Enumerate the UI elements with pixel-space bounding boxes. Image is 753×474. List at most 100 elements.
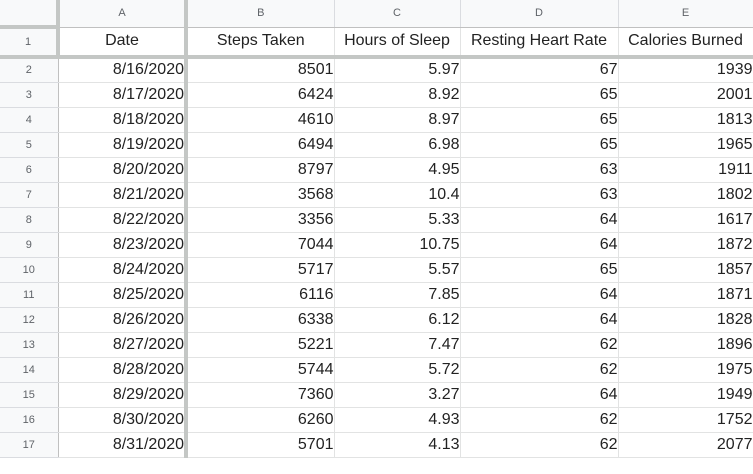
row-header[interactable]: 12 (0, 307, 59, 333)
cell-sleep[interactable]: 4.13 (334, 432, 461, 458)
cell-heart-rate[interactable]: 62 (460, 432, 619, 458)
cell-calories[interactable]: 1965 (618, 132, 753, 158)
cell-calories[interactable]: 1872 (618, 232, 753, 258)
cell-calories[interactable]: 1752 (618, 407, 753, 433)
cell-date-header[interactable]: Date (58, 27, 188, 59)
row-header[interactable]: 6 (0, 157, 59, 183)
cell-sleep[interactable]: 6.12 (334, 307, 461, 333)
cell-heart-rate[interactable]: 67 (460, 57, 619, 83)
cell-calories[interactable]: 1911 (618, 157, 753, 183)
column-header-e[interactable]: E (618, 0, 753, 28)
row-header[interactable]: 4 (0, 107, 59, 133)
cell-heart-rate[interactable]: 63 (460, 157, 619, 183)
cell-steps[interactable]: 6116 (186, 282, 335, 308)
column-header-c[interactable]: C (334, 0, 461, 28)
cell-date[interactable]: 8/21/2020 (58, 182, 188, 208)
cell-steps[interactable]: 7044 (186, 232, 335, 258)
cell-date[interactable]: 8/19/2020 (58, 132, 188, 158)
cell-calories[interactable]: 1949 (618, 382, 753, 408)
row-header[interactable]: 15 (0, 382, 59, 408)
cell-heart-rate[interactable]: 62 (460, 407, 619, 433)
cell-heart-rate[interactable]: 64 (460, 282, 619, 308)
row-header[interactable]: 8 (0, 207, 59, 233)
cell-heart-rate[interactable]: 62 (460, 332, 619, 358)
column-header-b[interactable]: B (186, 0, 335, 28)
row-header[interactable]: 5 (0, 132, 59, 158)
cell-date[interactable]: 8/30/2020 (58, 407, 188, 433)
cell-heart-rate[interactable]: 65 (460, 132, 619, 158)
cell-sleep[interactable]: 5.72 (334, 357, 461, 383)
cell-steps[interactable]: 5221 (186, 332, 335, 358)
cell-date[interactable]: 8/31/2020 (58, 432, 188, 458)
cell-sleep[interactable]: 5.97 (334, 57, 461, 83)
cell-date[interactable]: 8/25/2020 (58, 282, 188, 308)
cell-date[interactable]: 8/29/2020 (58, 382, 188, 408)
cell-sleep[interactable]: 4.93 (334, 407, 461, 433)
cell-heart-rate[interactable]: 64 (460, 382, 619, 408)
cell-calories-header[interactable]: Calories Burned (618, 27, 753, 59)
row-header[interactable]: 3 (0, 82, 59, 108)
cell-calories[interactable]: 2077 (618, 432, 753, 458)
cell-steps[interactable]: 8501 (186, 57, 335, 83)
cell-calories[interactable]: 1617 (618, 207, 753, 233)
cell-date[interactable]: 8/16/2020 (58, 57, 188, 83)
cell-heart-rate[interactable]: 65 (460, 107, 619, 133)
cell-heart-rate[interactable]: 64 (460, 307, 619, 333)
select-all-corner[interactable] (0, 0, 60, 29)
cell-date[interactable]: 8/27/2020 (58, 332, 188, 358)
cell-steps[interactable]: 4610 (186, 107, 335, 133)
cell-sleep[interactable]: 4.95 (334, 157, 461, 183)
cell-steps[interactable]: 7360 (186, 382, 335, 408)
cell-date[interactable]: 8/20/2020 (58, 157, 188, 183)
cell-sleep[interactable]: 10.75 (334, 232, 461, 258)
cell-calories[interactable]: 1813 (618, 107, 753, 133)
cell-heart-rate[interactable]: 62 (460, 357, 619, 383)
row-header[interactable]: 14 (0, 357, 59, 383)
cell-steps[interactable]: 6338 (186, 307, 335, 333)
cell-date[interactable]: 8/22/2020 (58, 207, 188, 233)
row-header[interactable]: 16 (0, 407, 59, 433)
cell-sleep[interactable]: 10.4 (334, 182, 461, 208)
row-header[interactable]: 17 (0, 432, 59, 458)
cell-date[interactable]: 8/24/2020 (58, 257, 188, 283)
cell-heart-rate[interactable]: 64 (460, 207, 619, 233)
cell-date[interactable]: 8/23/2020 (58, 232, 188, 258)
cell-heart-rate[interactable]: 65 (460, 257, 619, 283)
cell-heart-rate[interactable]: 63 (460, 182, 619, 208)
row-header[interactable]: 10 (0, 257, 59, 283)
column-header-d[interactable]: D (460, 0, 619, 28)
cell-steps[interactable]: 8797 (186, 157, 335, 183)
column-header-a[interactable]: A (58, 0, 188, 28)
cell-sleep-header[interactable]: Hours of Sleep (334, 27, 461, 59)
cell-steps[interactable]: 6494 (186, 132, 335, 158)
row-header[interactable]: 11 (0, 282, 59, 308)
cell-sleep[interactable]: 5.57 (334, 257, 461, 283)
cell-calories[interactable]: 1975 (618, 357, 753, 383)
cell-date[interactable]: 8/28/2020 (58, 357, 188, 383)
cell-sleep[interactable]: 3.27 (334, 382, 461, 408)
cell-sleep[interactable]: 7.85 (334, 282, 461, 308)
cell-steps[interactable]: 5717 (186, 257, 335, 283)
cell-calories[interactable]: 1857 (618, 257, 753, 283)
cell-steps[interactable]: 6260 (186, 407, 335, 433)
cell-calories[interactable]: 2001 (618, 82, 753, 108)
row-header-1[interactable]: 1 (0, 27, 60, 59)
cell-calories[interactable]: 1939 (618, 57, 753, 83)
cell-date[interactable]: 8/26/2020 (58, 307, 188, 333)
cell-calories[interactable]: 1896 (618, 332, 753, 358)
cell-calories[interactable]: 1871 (618, 282, 753, 308)
cell-sleep[interactable]: 8.92 (334, 82, 461, 108)
cell-steps[interactable]: 5701 (186, 432, 335, 458)
cell-sleep[interactable]: 6.98 (334, 132, 461, 158)
cell-date[interactable]: 8/18/2020 (58, 107, 188, 133)
cell-steps[interactable]: 3356 (186, 207, 335, 233)
cell-calories[interactable]: 1828 (618, 307, 753, 333)
cell-steps[interactable]: 6424 (186, 82, 335, 108)
cell-sleep[interactable]: 7.47 (334, 332, 461, 358)
cell-steps-header[interactable]: Steps Taken (186, 27, 335, 59)
row-header[interactable]: 13 (0, 332, 59, 358)
row-header[interactable]: 9 (0, 232, 59, 258)
cell-sleep[interactable]: 8.97 (334, 107, 461, 133)
cell-steps[interactable]: 5744 (186, 357, 335, 383)
cell-heart-rate[interactable]: 65 (460, 82, 619, 108)
